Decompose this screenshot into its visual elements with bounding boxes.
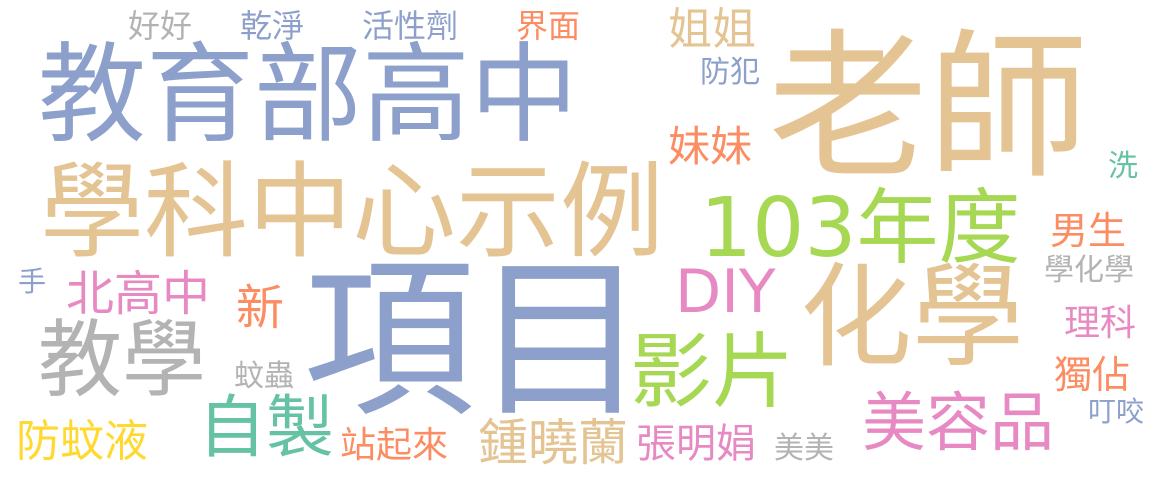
word-diy: DIY <box>675 257 776 327</box>
word-wenchong: 蚊蟲 <box>234 359 294 394</box>
word-like: 理科 <box>1064 303 1137 344</box>
word-zhongxiao: 鍾曉蘭 <box>478 414 628 472</box>
word-xi: 洗 <box>1108 149 1138 184</box>
word-yingpian: 影片 <box>630 325 795 420</box>
word-jiejie: 姐姐 <box>668 4 756 55</box>
word-dingyao: 叮咬 <box>1088 395 1145 428</box>
word-ganjing: 乾淨 <box>240 7 305 45</box>
word-xiangmu: 項目 <box>303 240 647 441</box>
word-jiaoyubu: 教育部高中 <box>38 33 579 158</box>
word-fangfan: 防犯 <box>700 55 760 90</box>
word-nansheng: 男生 <box>1050 209 1127 253</box>
word-dugu: 獨佔 <box>1054 353 1131 397</box>
word-meimei2: 美美 <box>774 431 834 466</box>
word-haohao: 好好 <box>128 7 193 45</box>
word-jiemian: 界面 <box>516 7 581 45</box>
word-shou: 手 <box>18 265 47 298</box>
word-zhanqilai: 站起來 <box>340 425 449 466</box>
word-jiaoxue: 教學 <box>38 311 207 409</box>
word-meimei: 妹妹 <box>668 122 753 171</box>
word-xueke: 學科中心示例 <box>40 151 665 273</box>
word-beigao: 北高中 <box>66 266 211 322</box>
word-huaxue: 化學 <box>800 253 1024 383</box>
word-laoshi: 老師 <box>768 14 1089 201</box>
word-meirong: 美容品 <box>862 387 1054 461</box>
word-xin: 新 <box>236 280 285 336</box>
word-niandu: 103年度 <box>700 181 1021 276</box>
word-zhangming: 張明娟 <box>636 421 756 467</box>
word-huoxing: 活性劑 <box>362 7 459 45</box>
word-xuehuaxue: 學化學 <box>1044 253 1134 288</box>
word-zizhi: 自製 <box>198 389 335 468</box>
word-fangwenye: 防蚊液 <box>16 416 148 467</box>
